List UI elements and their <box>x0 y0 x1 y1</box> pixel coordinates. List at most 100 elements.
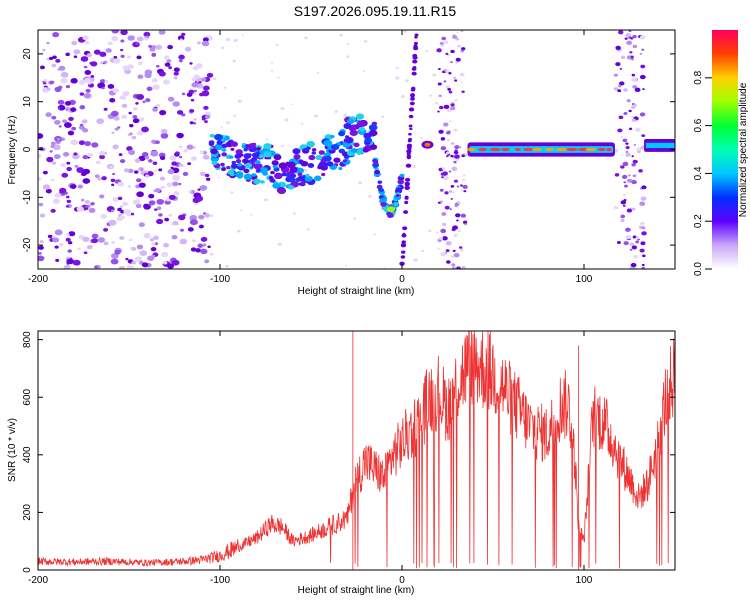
noise-blob <box>80 171 87 177</box>
noise-blob <box>66 199 72 204</box>
noise-blob <box>119 159 126 164</box>
band-blob <box>631 73 636 77</box>
noise-blob <box>76 167 85 173</box>
noise-blob <box>70 78 78 84</box>
faint-dot <box>358 181 363 185</box>
band-blob <box>462 184 468 189</box>
noise-blob <box>65 52 70 57</box>
noise-blob <box>46 87 51 91</box>
noise-blob <box>65 84 71 89</box>
dip-cell <box>374 170 380 175</box>
noise-blob <box>174 151 180 156</box>
band-blob <box>462 220 468 224</box>
band-cell <box>321 172 326 177</box>
dip-cell <box>378 188 385 193</box>
y-tick-label: -10 <box>22 190 33 205</box>
band-cell <box>272 164 278 169</box>
noise-blob <box>88 207 96 213</box>
noise-blob <box>171 259 180 266</box>
band-cell <box>344 136 354 144</box>
noise-blob <box>70 184 77 189</box>
streak-cell <box>404 177 411 182</box>
noise-blob <box>96 118 105 125</box>
band-cell <box>230 147 235 151</box>
band-cell <box>243 148 248 152</box>
band-blob <box>631 245 637 250</box>
noise-blob <box>127 185 132 188</box>
band-blob <box>618 115 624 120</box>
band-blob <box>441 176 444 179</box>
noise-blob <box>138 117 145 122</box>
noise-blob <box>144 156 150 160</box>
band-blob <box>453 160 457 164</box>
dip-cell <box>373 160 379 165</box>
noise-blob <box>79 92 85 96</box>
noise-blob <box>126 265 134 269</box>
band-blob <box>438 236 444 240</box>
noise-blob <box>159 109 167 116</box>
noise-blob <box>82 178 91 184</box>
band-blob <box>625 142 629 145</box>
band-cell <box>306 140 316 148</box>
noise-blob <box>62 151 70 157</box>
band-blob <box>442 222 447 226</box>
band-blob <box>441 212 447 216</box>
colorbar-label: Normalized spectral amplitude <box>738 82 749 217</box>
noise-blob <box>46 41 50 45</box>
band-blob <box>634 87 641 93</box>
y-tick-label: 200 <box>22 504 33 521</box>
faint-dot <box>212 77 217 80</box>
noise-blob <box>138 155 146 162</box>
band-blob <box>631 180 637 185</box>
noise-blob <box>82 154 89 160</box>
band-cell <box>359 127 366 132</box>
noise-blob <box>199 184 208 191</box>
band-blob <box>633 254 639 259</box>
noise-blob <box>181 92 186 96</box>
faint-dot <box>233 38 238 43</box>
band-cell <box>356 150 362 155</box>
noise-blob <box>156 206 162 211</box>
band-blob <box>625 150 629 154</box>
noise-blob <box>39 65 46 70</box>
noise-blob <box>54 119 61 125</box>
noise-blob <box>151 242 156 246</box>
streak-cell <box>401 233 407 238</box>
colorbar-tick-label: 0.4 <box>693 166 704 180</box>
band-blob <box>439 188 444 192</box>
band-cell <box>297 172 303 177</box>
snr-x-ticks: -200 -100 0 100 <box>28 331 593 586</box>
noise-blob <box>105 48 112 53</box>
noise-blob <box>188 190 192 194</box>
noise-blob <box>156 198 165 205</box>
noise-blob <box>179 38 183 41</box>
noise-blob <box>177 35 185 41</box>
faint-dot <box>277 76 280 79</box>
line-hotspot <box>585 147 597 152</box>
band-cell <box>300 161 308 167</box>
faint-dot <box>277 242 282 246</box>
band-blob <box>629 248 633 251</box>
noise-blob <box>149 47 156 52</box>
band-blob <box>620 218 625 223</box>
noise-blob <box>110 258 119 265</box>
noise-blob <box>103 60 108 64</box>
noise-blob <box>68 241 73 245</box>
noise-blob <box>143 31 151 38</box>
snr-spikes <box>352 331 579 570</box>
band-cell <box>287 184 295 190</box>
noise-blob <box>58 125 62 128</box>
noise-blob <box>60 78 68 84</box>
streak-cell <box>408 114 414 119</box>
noise-blob <box>107 41 113 46</box>
noise-blob <box>90 202 95 206</box>
noise-blob <box>100 61 104 65</box>
band-cell <box>362 147 370 153</box>
noise-blob <box>38 202 44 207</box>
band-cell <box>278 162 288 169</box>
noise-blob <box>143 232 151 239</box>
dip-cell <box>381 205 388 211</box>
noise-blob <box>181 32 186 36</box>
noise-blob <box>86 244 93 250</box>
faint-dot <box>344 264 348 267</box>
